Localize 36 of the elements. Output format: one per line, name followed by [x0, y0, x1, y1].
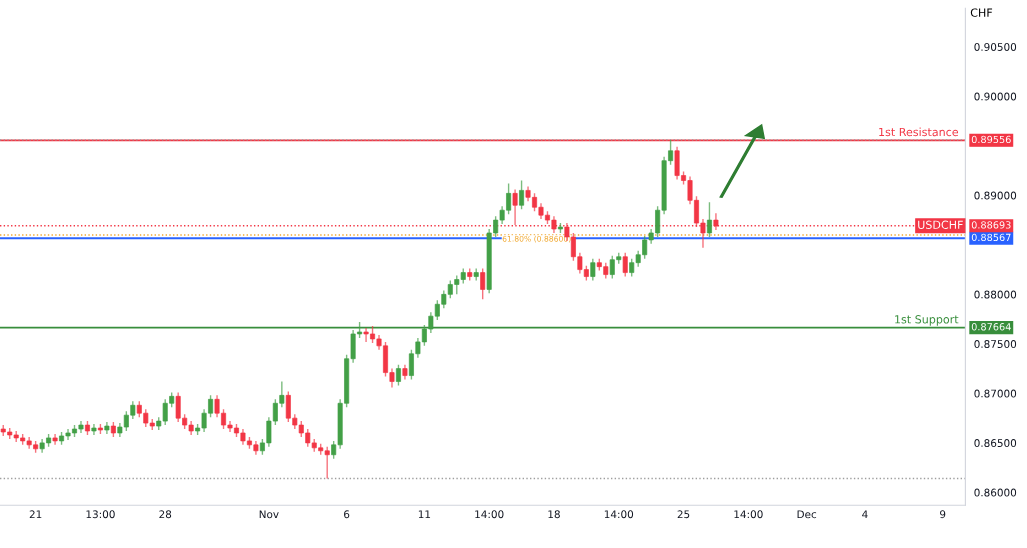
candlestick [590, 258, 596, 282]
x-tick-label: 13:00 [86, 510, 115, 519]
y-axis-title: CHF [970, 8, 993, 17]
text: 0.88693 [971, 221, 1011, 229]
ref-line-label: 1st Resistance [879, 127, 959, 137]
y-tick-label: 0.87500 [974, 340, 1017, 348]
ref-line-label: 1st Support [895, 315, 959, 326]
y-tick-label: 0.89000 [974, 191, 1017, 200]
x-tick-label: 18 [548, 510, 560, 519]
candlestick [706, 201, 712, 238]
x-tick-label: 4 [862, 510, 868, 519]
x-tick-label: 25 [677, 510, 690, 519]
candlestick [395, 363, 401, 387]
y-tick-label: 0.86000 [974, 488, 1017, 497]
y-tick-label: 0.88000 [974, 290, 1017, 299]
x-tick-label: 14:00 [604, 510, 634, 519]
candlestick [480, 267, 486, 301]
x-tick-label: 9 [940, 510, 946, 519]
y-tick-label: 0.90500 [974, 43, 1017, 51]
y-tick-label: 0.86500 [974, 439, 1017, 447]
candlestick [622, 252, 628, 278]
x-tick-label: 14:00 [734, 510, 763, 519]
text: 0.88567 [971, 233, 1011, 242]
x-tick-label: 21 [29, 510, 42, 519]
x-tick-label: 6 [344, 510, 350, 519]
x-tick-label: Dec [797, 510, 817, 519]
y-tick-label: 0.90000 [974, 92, 1017, 101]
x-tick-label: 14:00 [475, 510, 504, 519]
text: 0.87664 [971, 323, 1011, 331]
ref-line-label: USDCHF [918, 220, 963, 229]
x-tick-label: 11 [418, 510, 431, 519]
candlestick [519, 179, 525, 210]
x-tick-label: 28 [159, 510, 172, 519]
y-tick-label: 0.87000 [974, 389, 1017, 398]
text: 0.89556 [971, 135, 1011, 144]
x-tick-label: Nov [259, 510, 279, 519]
